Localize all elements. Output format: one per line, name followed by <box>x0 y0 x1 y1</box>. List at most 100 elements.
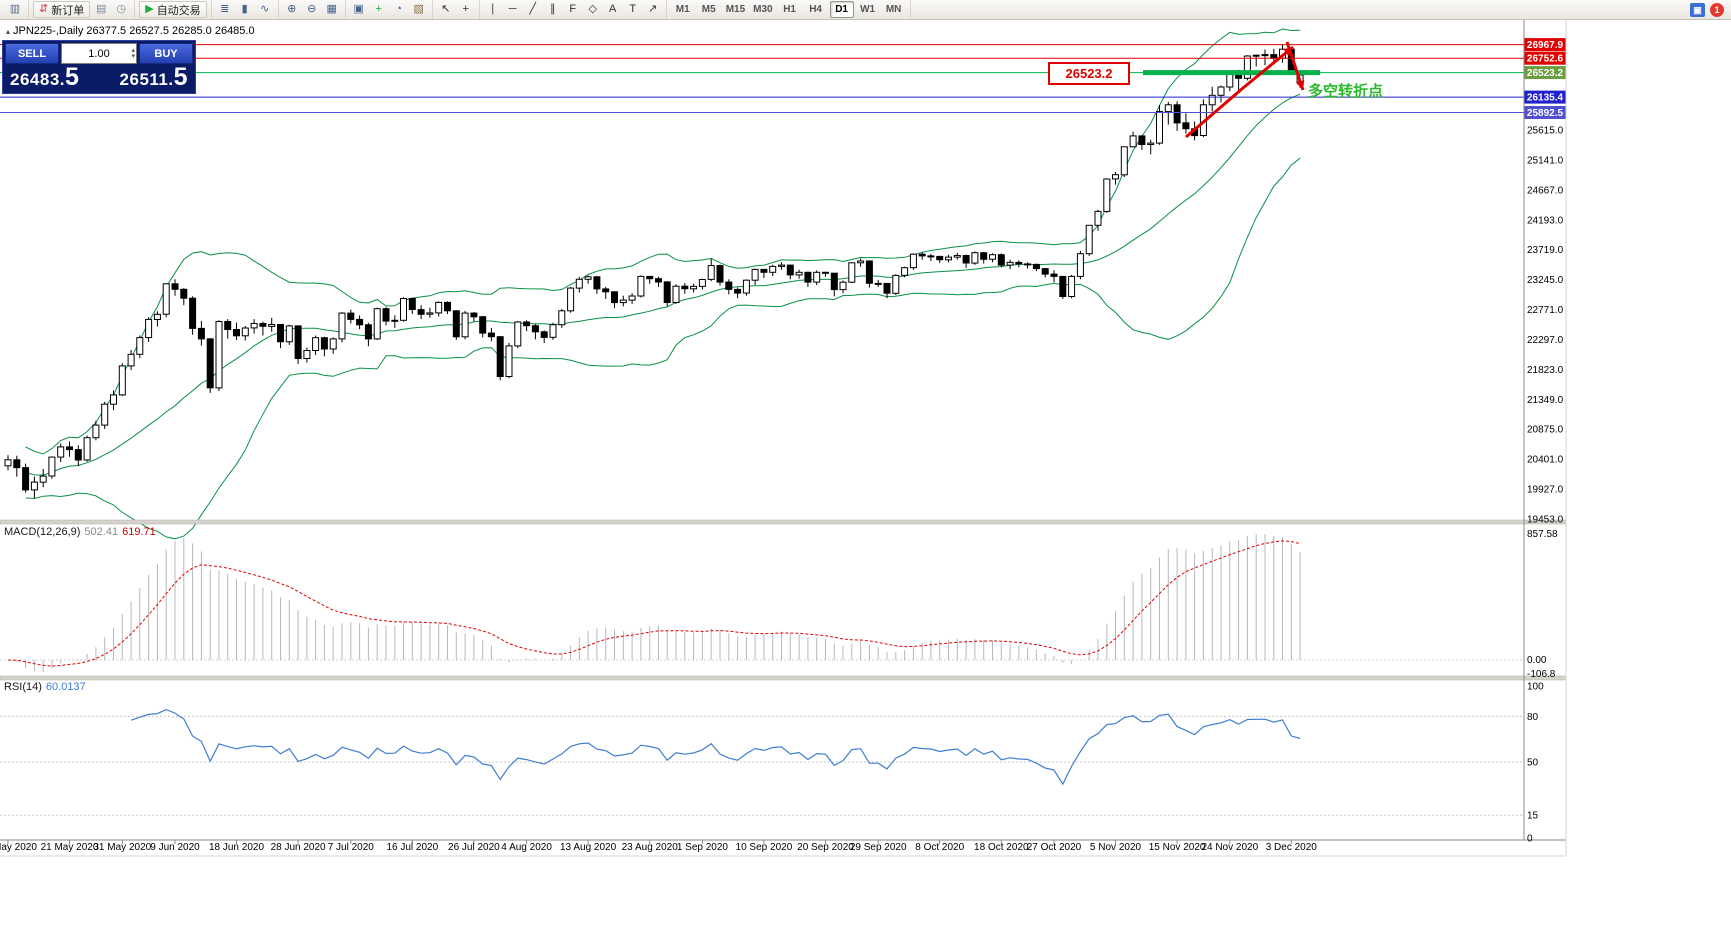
periods-icon[interactable]: ◔ <box>390 1 408 18</box>
candle-body <box>953 255 961 258</box>
timeframe-m1[interactable]: M1 <box>671 1 695 18</box>
timeframe-m30[interactable]: M30 <box>750 1 775 18</box>
zoom-out-icon[interactable]: ⊖ <box>303 1 321 18</box>
candle-body <box>356 318 364 326</box>
pane-splitter[interactable] <box>0 675 1567 681</box>
candle-body <box>48 456 56 477</box>
candle-body <box>268 324 276 327</box>
candle-body <box>742 279 750 294</box>
date-label: 10 Sep 2020 <box>736 842 793 853</box>
vertical-line-icon[interactable]: ∣ <box>484 1 502 18</box>
candle-body <box>470 312 478 318</box>
candle-body <box>347 312 355 320</box>
candle-body <box>558 310 566 326</box>
timeframe-d1[interactable]: D1 <box>829 1 854 18</box>
community-icon[interactable]: ▣ <box>1690 2 1705 17</box>
date-label: 3 Dec 2020 <box>1266 842 1318 853</box>
new-order-button[interactable]: ⇵ 新订单 <box>33 1 91 18</box>
expand-icon[interactable]: ▴ <box>6 27 11 36</box>
crosshair-icon[interactable]: + <box>457 1 475 18</box>
line-chart-icon[interactable]: ∿ <box>256 1 274 18</box>
text-icon[interactable]: A <box>604 1 622 18</box>
price-axis-label: 20401.0 <box>1527 455 1564 466</box>
buy-button[interactable]: BUY <box>139 43 193 64</box>
date-label: 15 Nov 2020 <box>1149 842 1206 853</box>
candle-body <box>804 271 812 283</box>
auto-arrange-icon: ▣ <box>353 3 364 15</box>
candle-body <box>751 268 759 281</box>
timeframe-h4[interactable]: H4 <box>804 1 828 18</box>
price-axis-label: 22297.0 <box>1527 335 1564 346</box>
horizontal-line-icon[interactable]: ─ <box>504 1 522 18</box>
candle-body <box>1252 54 1260 57</box>
history-center-icon[interactable]: ◷ <box>112 1 130 18</box>
candle-body <box>531 325 539 333</box>
timeframe-m5[interactable]: M5 <box>697 1 721 18</box>
price-axis-label: 24667.0 <box>1527 185 1564 196</box>
cursor-icon[interactable]: ↖ <box>437 1 455 18</box>
date-label: 21 May 2020 <box>41 842 99 853</box>
price-axis-label: 23719.0 <box>1527 245 1564 256</box>
candle-body <box>74 449 82 461</box>
candle-body <box>778 264 785 267</box>
toolbar-group-cursor: ↖ + <box>433 0 480 19</box>
candle-body <box>417 309 425 315</box>
fibonacci-icon[interactable]: F <box>564 1 582 18</box>
date-label: 1 Sep 2020 <box>677 842 729 853</box>
candle-body <box>1041 268 1049 275</box>
volume-field[interactable]: 1.00 ▴ ▾ <box>61 43 137 64</box>
timeframe-mn[interactable]: MN <box>882 1 906 18</box>
candle-body <box>575 278 583 289</box>
candle-body <box>1147 142 1155 146</box>
timeframe-w1[interactable]: W1 <box>856 1 880 18</box>
price-annotation-label[interactable]: 26523.2 <box>1048 62 1130 85</box>
shapes-icon[interactable]: ◇ <box>584 1 602 18</box>
label-icon[interactable]: T <box>624 1 642 18</box>
candle-body <box>619 299 627 304</box>
price-axis-label: 21349.0 <box>1527 395 1564 406</box>
volume-value: 1.00 <box>88 47 110 60</box>
candlestick-chart-icon[interactable]: ▮ <box>236 1 254 18</box>
bollinger-bands <box>25 28 1301 540</box>
sell-button[interactable]: SELL <box>5 43 59 64</box>
turning-point-annotation[interactable]: 多空转折点 <box>1308 83 1384 100</box>
chart-chrome <box>0 19 1567 857</box>
new-chart-icon[interactable]: ▥ <box>6 1 24 18</box>
pane-splitter[interactable] <box>0 519 1567 525</box>
timeframe-m15[interactable]: M15 <box>723 1 748 18</box>
candle-body <box>461 312 469 338</box>
rsi-axis-label: 50 <box>1527 758 1539 769</box>
toolbar-group-timeframes: M1 M5 M15 M30 H1 H4 D1 W1 MN <box>667 0 911 19</box>
tile-windows-icon[interactable]: ▦ <box>323 1 341 18</box>
volume-up-icon[interactable]: ▴ <box>131 46 135 54</box>
timeframe-h1[interactable]: H1 <box>778 1 802 18</box>
arrows-tool-icon[interactable]: ↗ <box>644 1 662 18</box>
auto-arrange-icon[interactable]: ▣ <box>350 1 368 18</box>
volume-down-icon[interactable]: ▾ <box>131 52 135 60</box>
trend-arrow-1[interactable] <box>1185 45 1294 139</box>
candle-body <box>364 324 372 340</box>
candle-body <box>690 285 698 290</box>
date-label: 27 Oct 2020 <box>1027 842 1082 853</box>
indicators-icon: + <box>375 3 382 15</box>
new-order-button-label: 新订单 <box>51 4 85 17</box>
bar-chart-icon[interactable]: ≣ <box>216 1 234 18</box>
candle-body <box>66 446 73 451</box>
zoom-in-icon[interactable]: ⊕ <box>283 1 301 18</box>
chart-profiles-icon[interactable]: ▤ <box>92 1 110 18</box>
price-tag-label: 26967.9 <box>1527 40 1564 51</box>
candle-body <box>215 321 223 389</box>
candle-body <box>277 324 284 343</box>
candle-body <box>1164 104 1172 113</box>
chart-profiles-icon: ▤ <box>96 3 107 15</box>
autotrading-button[interactable]: ▶ 自动交易 <box>139 1 207 18</box>
candle-body <box>435 301 443 314</box>
indicators-icon[interactable]: + <box>370 1 388 18</box>
price-axis-label: 19453.0 <box>1527 515 1564 526</box>
trendline-icon[interactable]: ╱ <box>524 1 542 18</box>
channel-icon[interactable]: ∥ <box>544 1 562 18</box>
candle-body <box>1085 224 1093 255</box>
notification-badge[interactable]: 1 <box>1710 2 1724 17</box>
templates-icon[interactable]: ▧ <box>410 1 428 18</box>
